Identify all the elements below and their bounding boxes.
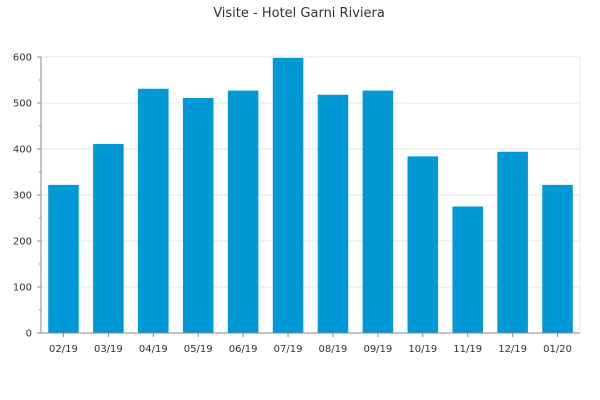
y-tick-label: 0 [26, 329, 32, 340]
x-tick-label: 04/19 [139, 344, 168, 355]
bars [48, 57, 573, 334]
x-axis-ticks: 02/19 03/19 04/19 05/19 06/19 07/19 08/19 09/19… [49, 333, 572, 355]
chart-title: Visite - Hotel Garni Riviera [213, 6, 385, 21]
bar-12-19 [497, 151, 528, 333]
x-tick-label: 02/19 [49, 344, 78, 355]
bar-07-19 [272, 57, 304, 334]
bar-03-19 [93, 143, 124, 333]
y-tick-label: 100 [13, 283, 32, 294]
y-tick-label: 500 [13, 99, 32, 110]
x-tick-label: 01/20 [543, 344, 572, 355]
bar-09-19 [362, 90, 394, 333]
y-tick-label: 300 [13, 191, 32, 202]
x-tick-label: 07/19 [274, 344, 303, 355]
y-axis-ticks: 0 100 200 300 400 500 600 [13, 53, 41, 340]
x-tick-label: 03/19 [94, 344, 123, 355]
x-tick-label: 09/19 [363, 344, 392, 355]
y-tick-label: 200 [13, 237, 32, 248]
x-tick-label: 11/19 [453, 344, 482, 355]
bar-01-20 [542, 184, 573, 333]
x-tick-label: 10/19 [408, 344, 437, 355]
x-tick-label: 05/19 [184, 344, 213, 355]
bar-08-19 [317, 94, 349, 333]
gridlines [41, 56, 580, 288]
x-tick-label: 06/19 [229, 344, 258, 355]
bar-04-19 [138, 88, 169, 334]
y-tick-label: 600 [13, 53, 32, 64]
bar-05-19 [182, 97, 214, 333]
bar-10-19 [407, 156, 439, 333]
bar-06-19 [227, 90, 259, 333]
y-tick-label: 400 [13, 145, 32, 156]
x-tick-label: 12/19 [498, 344, 527, 355]
x-tick-label: 08/19 [319, 344, 348, 355]
bar-02-19 [48, 184, 79, 333]
bar-11-19 [452, 206, 483, 333]
